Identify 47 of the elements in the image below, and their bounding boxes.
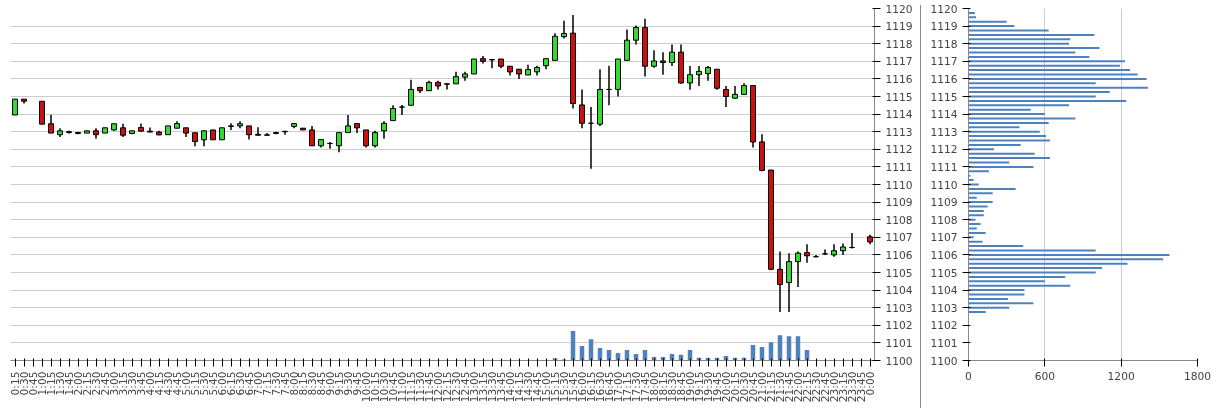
y-tick-label: 1109 [930, 196, 958, 210]
x-tick-label: 0:00 [863, 371, 877, 396]
y-tick-label: 1109 [885, 196, 913, 210]
y-tick-label: 1105 [885, 266, 913, 280]
y-tick-label: 1110 [885, 178, 913, 192]
y-tick-label: 1117 [930, 55, 958, 69]
y-tick-label: 1115 [930, 90, 958, 104]
y-tick-label: 1118 [885, 37, 913, 51]
x-tick-label: 1800 [1183, 369, 1211, 383]
y-tick-label: 1105 [930, 266, 958, 280]
y-tick-label: 1101 [885, 336, 913, 350]
y-tick-label: 1104 [930, 284, 958, 298]
y-tick-label: 1110 [930, 178, 958, 192]
y-tick-label: 1106 [885, 248, 913, 262]
y-tick-label: 1107 [885, 231, 913, 245]
y-tick-label: 1116 [930, 72, 958, 86]
y-tick-label: 1113 [930, 125, 958, 139]
y-tick-label: 1120 [930, 2, 958, 16]
y-tick-label: 1102 [885, 319, 913, 333]
y-tick-label: 1112 [885, 143, 913, 157]
y-tick-label: 1114 [885, 108, 913, 122]
y-tick-label: 1113 [885, 125, 913, 139]
y-tick-label: 1119 [885, 20, 913, 34]
y-tick-label: 1107 [930, 231, 958, 245]
y-tick-label: 1101 [930, 336, 958, 350]
y-tick-label: 1108 [885, 213, 913, 227]
y-tick-label: 1118 [930, 37, 958, 51]
y-tick-label: 1120 [885, 2, 913, 16]
y-tick-label: 1112 [930, 143, 958, 157]
y-tick-label: 1100 [930, 354, 958, 368]
y-tick-label: 1116 [885, 72, 913, 86]
y-tick-label: 1104 [885, 284, 913, 298]
y-tick-label: 1114 [930, 108, 958, 122]
y-tick-label: 1111 [885, 160, 913, 174]
y-tick-label: 1119 [930, 20, 958, 34]
y-tick-label: 1102 [930, 319, 958, 333]
x-tick-label: 1200 [1107, 369, 1135, 383]
y-tick-label: 1103 [885, 301, 913, 315]
y-tick-label: 1108 [930, 213, 958, 227]
y-tick-label: 1103 [930, 301, 958, 315]
x-tick-label: 0 [965, 369, 973, 383]
y-tick-label: 1100 [885, 354, 913, 368]
y-tick-label: 1106 [930, 248, 958, 262]
y-tick-label: 1111 [930, 160, 958, 174]
x-tick-label: 600 [1034, 369, 1056, 383]
y-tick-label: 1115 [885, 90, 913, 104]
y-tick-label: 1117 [885, 55, 913, 69]
